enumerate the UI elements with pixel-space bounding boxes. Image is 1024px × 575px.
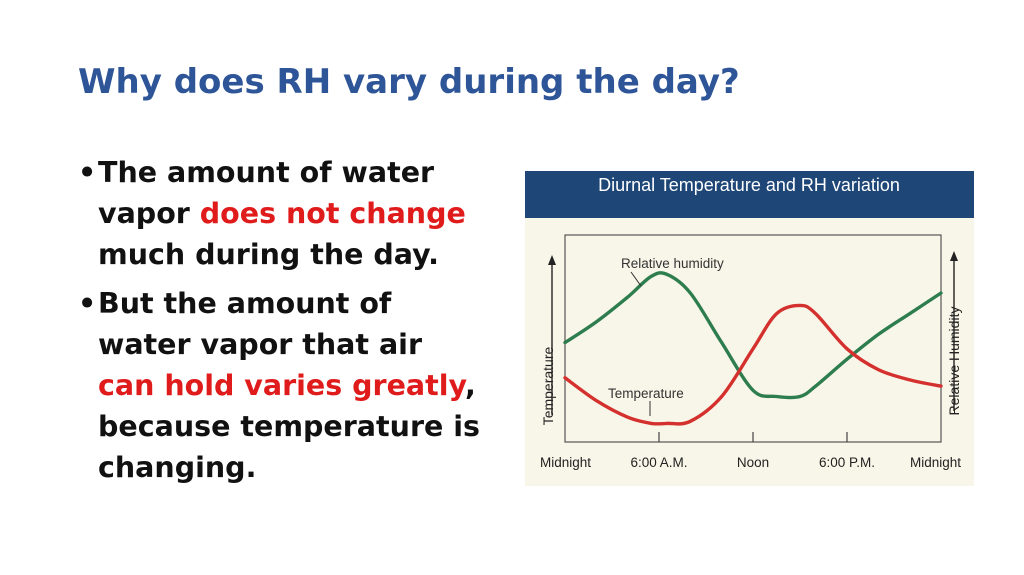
series-label-rh: Relative humidity — [621, 256, 724, 271]
x-tick-label: Midnight — [910, 455, 961, 470]
chart-title: Diurnal Temperature and RH variation — [598, 175, 900, 195]
bullet-text: The amount of water vapor — [98, 156, 435, 230]
series-label-temperature: Temperature — [608, 386, 684, 401]
chart-background — [525, 171, 974, 486]
bullet-dot-icon: • — [78, 287, 97, 320]
x-tick-label: Midnight — [540, 455, 591, 470]
series-line-relative-humidity — [563, 271, 943, 400]
series-label-rh-pointer — [630, 271, 642, 287]
chart-figure: Diurnal Temperature and RH variation Mid… — [525, 171, 974, 486]
diurnal-chart: Diurnal Temperature and RH variation Mid… — [525, 171, 974, 486]
bullet-highlight: can hold varies greatly — [98, 369, 465, 402]
y-axis-label-right: Relative Humidity — [946, 307, 962, 416]
bullet-item: • The amount of water vapor does not cha… — [78, 152, 488, 275]
x-tick-label: 6:00 A.M. — [630, 455, 687, 470]
bullet-item: • But the amount of water vapor that air… — [78, 283, 488, 488]
y-axis-label-left: Temperature — [540, 346, 556, 425]
right-arrow-head-icon — [950, 251, 958, 261]
bullet-list: • The amount of water vapor does not cha… — [78, 152, 488, 496]
bullet-text: , because temperature is changing. — [98, 369, 480, 484]
slide-title: Why does RH vary during the day? — [78, 62, 740, 102]
bullet-text: But the amount of water vapor that air — [98, 287, 423, 361]
bullet-text: much during the day. — [98, 238, 439, 271]
series-line-temperature — [563, 303, 943, 426]
chart-header-band — [525, 171, 974, 218]
bullet-highlight: does not change — [199, 197, 466, 230]
bullet-dot-icon: • — [78, 156, 97, 189]
x-tick-label: 6:00 P.M. — [819, 455, 875, 470]
x-tick-label: Noon — [737, 455, 769, 470]
left-arrow-head-icon — [548, 255, 556, 265]
